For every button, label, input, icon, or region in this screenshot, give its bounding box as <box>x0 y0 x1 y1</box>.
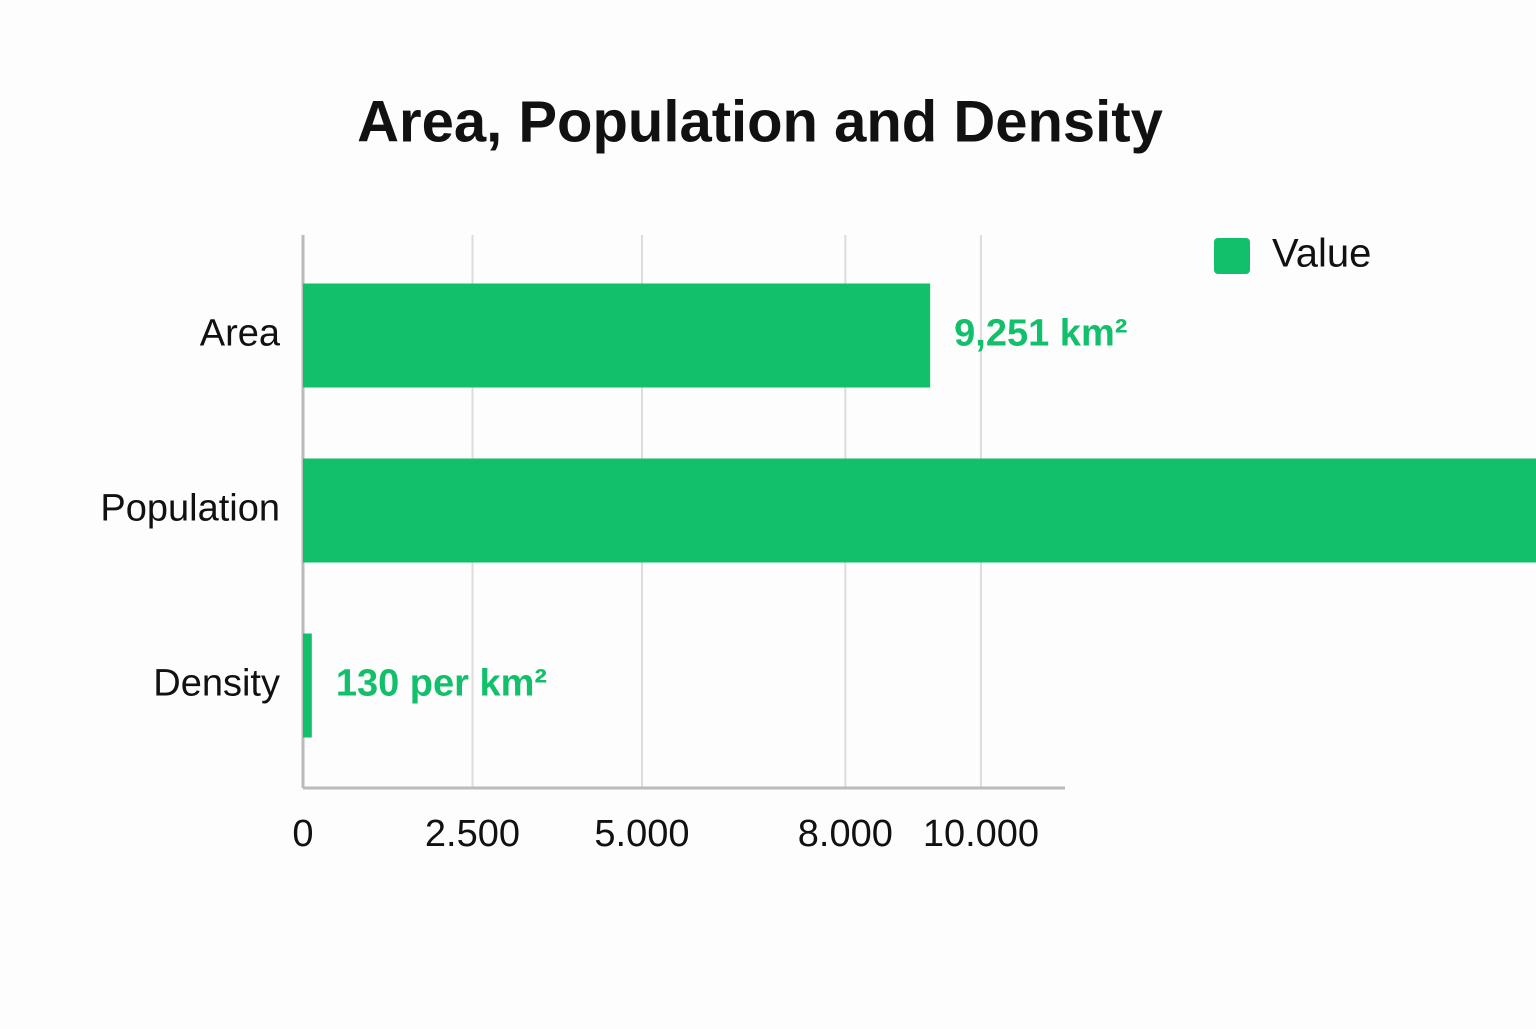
value-label: 1.2M <box>1089 488 1173 530</box>
x-tick-label: 2.500 <box>425 813 520 855</box>
y-tick-label: Area <box>200 313 281 355</box>
y-tick-label: Density <box>153 663 280 705</box>
x-tick-label: 10.000 <box>923 813 1039 855</box>
bar <box>303 458 1536 563</box>
x-tick-label: 8.000 <box>798 813 893 855</box>
value-label: 130 per km² <box>336 663 547 705</box>
legend-label: Value <box>1272 232 1371 276</box>
y-tick-label: Population <box>100 488 280 530</box>
x-tick-label: 0 <box>292 813 313 855</box>
chart-title: Area, Population and Density <box>357 89 1163 154</box>
bar <box>303 633 312 738</box>
bar <box>303 283 931 388</box>
x-tick-label: 5.000 <box>594 813 689 855</box>
legend-swatch <box>1214 238 1250 274</box>
value-label: 9,251 km² <box>954 313 1127 355</box>
